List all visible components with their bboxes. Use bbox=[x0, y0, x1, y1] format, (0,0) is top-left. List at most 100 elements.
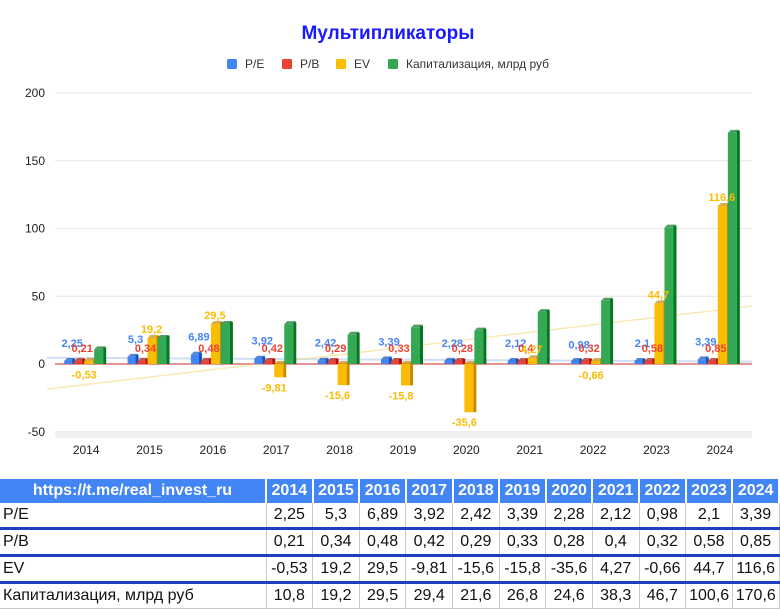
y-tick-label: -50 bbox=[28, 425, 46, 439]
data-label: 0,42 bbox=[262, 343, 283, 355]
chart-bars bbox=[64, 129, 740, 413]
table-cell: 24,6 bbox=[545, 582, 593, 609]
bar-side bbox=[208, 359, 212, 364]
table-cell: -0,66 bbox=[639, 555, 687, 584]
year-header: 2021 bbox=[592, 479, 640, 503]
year-header: 2022 bbox=[639, 479, 687, 503]
bar-side bbox=[166, 335, 170, 364]
channel-link[interactable]: https://t.me/real_invest_ru bbox=[0, 479, 267, 503]
table-cell: -0,53 bbox=[266, 555, 314, 584]
data-label: 44,7 bbox=[648, 289, 669, 301]
data-label: -0,53 bbox=[72, 370, 97, 382]
year-header: 2016 bbox=[359, 479, 407, 503]
y-axis-ticks: 200 150 100 50 0 -50 bbox=[25, 86, 45, 439]
table-cell: 29,4 bbox=[405, 582, 453, 609]
data-label: 0,28 bbox=[452, 343, 473, 355]
table-cell: 0,33 bbox=[499, 528, 547, 557]
bar-top bbox=[220, 321, 233, 325]
bar-2-2021 bbox=[527, 358, 537, 364]
data-label: 0,98 bbox=[568, 340, 589, 352]
bar-top bbox=[347, 331, 360, 335]
bar-side bbox=[546, 310, 550, 364]
bar-top bbox=[190, 351, 202, 355]
legend-label: Капитализация, млрд руб bbox=[406, 57, 549, 71]
bar-side bbox=[399, 359, 402, 364]
table-cell: 38,3 bbox=[592, 582, 640, 609]
data-label: 0,21 bbox=[71, 343, 92, 355]
bar-3-2014 bbox=[94, 349, 104, 364]
table-cell: 21,6 bbox=[452, 582, 500, 609]
bar-side bbox=[652, 359, 656, 364]
table-cell: 0,98 bbox=[639, 503, 687, 530]
bar-2-2017 bbox=[274, 364, 284, 378]
legend-swatch bbox=[282, 59, 292, 69]
bar-2-2014 bbox=[84, 361, 94, 364]
bar-1-2020 bbox=[454, 361, 463, 364]
bar-side bbox=[483, 328, 487, 364]
bar-top bbox=[474, 327, 487, 331]
bar-3-2015 bbox=[157, 337, 167, 364]
data-label: 0,85 bbox=[705, 343, 726, 355]
bar-top bbox=[464, 361, 477, 364]
x-tick-label: 2021 bbox=[516, 443, 543, 457]
bar-3-2019 bbox=[411, 327, 420, 364]
table-cell: 3,39 bbox=[732, 503, 780, 530]
bar-side bbox=[72, 358, 76, 364]
bar-0-2022 bbox=[571, 361, 580, 364]
table-cell: 0,28 bbox=[545, 528, 593, 557]
y-tick-label: 50 bbox=[32, 289, 46, 303]
bar-top bbox=[274, 361, 287, 364]
bar-top bbox=[717, 203, 730, 207]
year-header: 2020 bbox=[545, 479, 594, 503]
data-label: -15,8 bbox=[388, 390, 413, 402]
bar-top bbox=[634, 358, 646, 361]
table-cell: -9,81 bbox=[405, 555, 453, 584]
y-tick-label: 150 bbox=[25, 154, 45, 168]
data-label: 6,89 bbox=[188, 332, 209, 344]
chart-legend: P/E P/B EV Капитализация, млрд руб bbox=[227, 57, 549, 71]
y-tick-label: 200 bbox=[25, 86, 45, 100]
table-cell: 0,58 bbox=[685, 528, 733, 557]
x-tick-label: 2016 bbox=[200, 443, 227, 457]
table-cell: 29,5 bbox=[359, 555, 407, 584]
table-cell: 2,28 bbox=[545, 503, 593, 530]
data-label: -9,81 bbox=[262, 382, 287, 394]
bar-top bbox=[137, 358, 149, 361]
table-cell: 6,89 bbox=[359, 503, 407, 530]
data-label: 116,6 bbox=[708, 192, 735, 204]
bar-top bbox=[707, 358, 719, 361]
data-label: -15,6 bbox=[325, 390, 350, 402]
table-cell: 26,8 bbox=[499, 582, 547, 609]
bar-side bbox=[462, 359, 466, 364]
table-cell: 4,27 bbox=[592, 555, 640, 584]
bar-top bbox=[94, 346, 107, 350]
bar-0-2014 bbox=[64, 360, 73, 364]
bar-side bbox=[410, 362, 413, 386]
bar-side bbox=[82, 359, 86, 364]
data-label: 3,92 bbox=[252, 336, 273, 348]
data-label: 3,39 bbox=[695, 336, 716, 348]
bar-top bbox=[64, 357, 76, 361]
bar-2-2024 bbox=[717, 206, 727, 364]
table-cell: 0,29 bbox=[452, 528, 500, 557]
bar-top bbox=[147, 334, 160, 338]
bar-0-2018 bbox=[317, 360, 326, 364]
bar-top bbox=[317, 357, 329, 361]
row-label: P/E bbox=[0, 503, 267, 530]
bar-top bbox=[327, 358, 339, 361]
bar-top bbox=[654, 300, 667, 304]
table-cell: 100,6 bbox=[685, 582, 733, 609]
y-tick-label: 100 bbox=[25, 222, 45, 236]
data-label: 0,29 bbox=[325, 343, 346, 355]
bar-side bbox=[420, 325, 423, 364]
table-row: EV -0,53 19,2 29,5 -9,81 -15,6 -15,8 -35,6 4,27-… bbox=[0, 555, 780, 584]
bar-top bbox=[507, 358, 519, 361]
year-header: 2017 bbox=[405, 479, 454, 503]
bar-0-2021 bbox=[507, 361, 516, 364]
data-label: 0,32 bbox=[578, 343, 599, 355]
bar-top bbox=[454, 358, 466, 361]
plot-floor bbox=[55, 431, 752, 438]
table-cell: 46,7 bbox=[639, 582, 687, 609]
bar-3-2017 bbox=[284, 324, 294, 364]
table-cell: 3,39 bbox=[499, 503, 547, 530]
